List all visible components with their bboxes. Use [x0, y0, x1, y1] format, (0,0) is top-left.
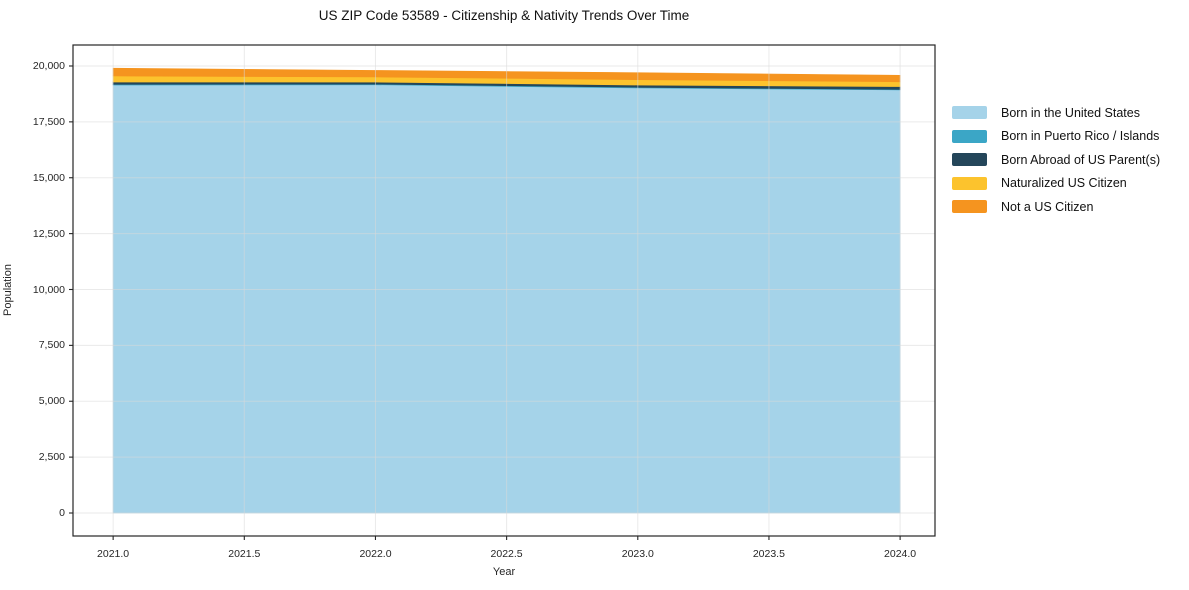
x-axis-label: Year — [492, 566, 516, 578]
legend-item: Not a US Citizen — [952, 197, 1160, 216]
y-tick-label: 17,500 — [32, 115, 65, 128]
legend-item: Born in Puerto Rico / Islands — [952, 127, 1160, 146]
y-tick-label: 5,000 — [38, 395, 65, 408]
legend-swatch-not-citizen — [952, 200, 987, 213]
legend: Born in the United States Born in Puerto… — [952, 103, 1160, 216]
y-tick-label: 20,000 — [32, 60, 65, 72]
y-tick-label: 15,000 — [32, 171, 65, 184]
x-tick-label: 2023.0 — [621, 548, 654, 560]
x-tick-label: 2024.0 — [884, 548, 917, 560]
plot-spines — [72, 44, 936, 537]
y-tick-label: 12,500 — [32, 227, 65, 240]
y-tick-label: 7,500 — [38, 339, 65, 352]
legend-item: Naturalized US Citizen — [952, 174, 1160, 193]
x-tick-label: 2022.0 — [359, 548, 392, 560]
legend-label: Born in Puerto Rico / Islands — [1001, 129, 1160, 143]
legend-swatch-born-pr — [952, 129, 987, 143]
chart-title: US ZIP Code 53589 - Citizenship & Nativi… — [318, 8, 690, 23]
x-tick-label: 2022.5 — [490, 548, 523, 560]
x-tick-label: 2021.0 — [97, 548, 130, 560]
legend-swatch-born-abroad — [952, 153, 987, 166]
x-tick-label: 2023.5 — [752, 548, 785, 560]
legend-label: Born Abroad of US Parent(s) — [1001, 152, 1161, 167]
y-tick-label: 2,500 — [38, 451, 65, 464]
y-tick-label: 0 — [59, 507, 65, 519]
legend-label: Born in the United States — [1001, 105, 1140, 120]
y-tick-label: 10,000 — [32, 283, 65, 296]
legend-swatch-born-us — [952, 106, 987, 119]
legend-label: Not a US Citizen — [1001, 199, 1094, 214]
legend-swatch-naturalized — [952, 176, 987, 190]
legend-item: Born Abroad of US Parent(s) — [952, 150, 1160, 169]
y-axis-label: Population — [2, 264, 14, 316]
legend-item: Born in the United States — [952, 103, 1160, 122]
legend-label: Naturalized US Citizen — [1001, 176, 1127, 190]
x-tick-label: 2021.5 — [228, 548, 261, 560]
